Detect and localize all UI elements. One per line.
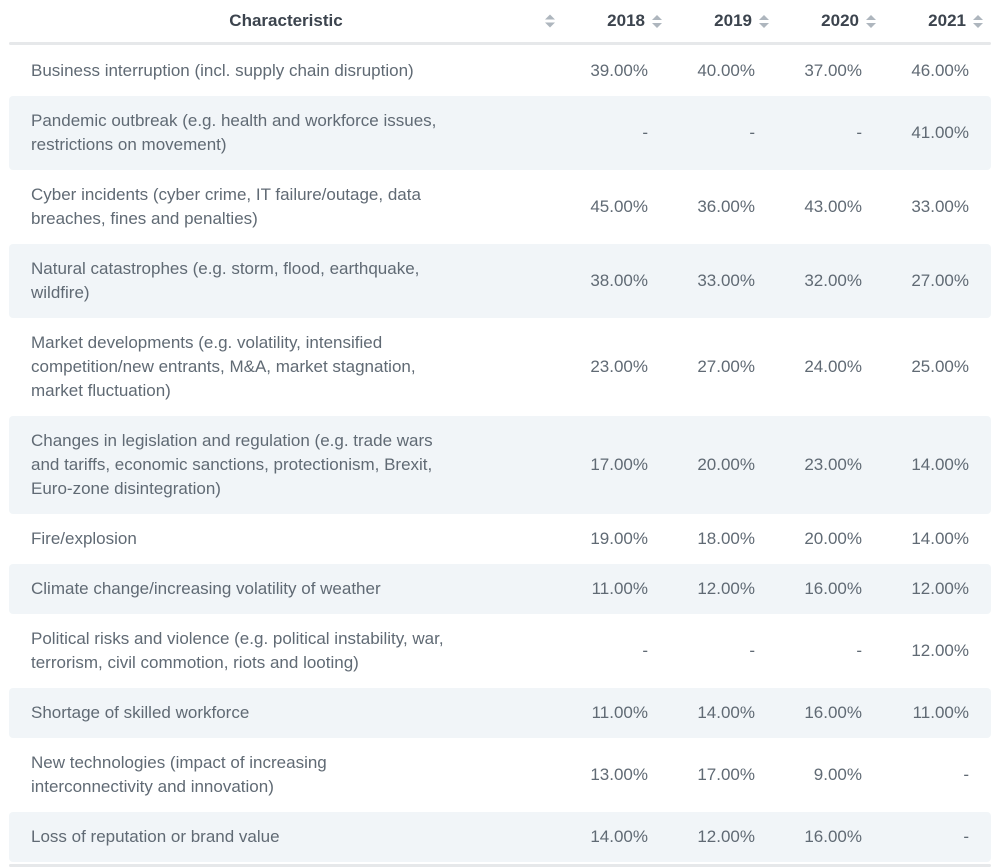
table-row: Changes in legislation and regulation (e… [9,416,991,514]
table-row: Pandemic outbreak (e.g. health and workf… [9,96,991,170]
characteristic-cell: Fire/explosion [31,529,137,548]
value-cell-2021: - [963,765,969,784]
value-cell-2018: 11.00% [591,703,648,722]
value-cell-2019: 40.00% [697,61,755,80]
characteristic-cell: Market developments (e.g. volatility, in… [31,333,416,400]
value-cell-2021: 14.00% [911,529,969,548]
table-row: Climate change/increasing volatility of … [9,564,991,614]
header-divider [9,42,991,45]
characteristic-cell: Pandemic outbreak (e.g. health and workf… [31,111,437,154]
value-cell-2021: 25.00% [911,357,969,376]
value-cell-2019: - [749,123,755,142]
characteristic-cell: Natural catastrophes (e.g. storm, flood,… [31,259,420,302]
value-cell-2018: 14.00% [590,827,648,846]
value-cell-2020: 20.00% [804,529,862,548]
table-row: Market developments (e.g. volatility, in… [9,318,991,416]
value-cell-2018: 45.00% [590,197,648,216]
sort-icon[interactable] [866,14,876,28]
value-cell-2020: 24.00% [804,357,862,376]
value-cell-2020: - [856,641,862,660]
characteristic-cell: Loss of reputation or brand value [31,827,280,846]
column-header-label: 2018 [607,11,645,30]
value-cell-2020: 16.00% [804,703,862,722]
value-cell-2019: 14.00% [697,703,755,722]
value-cell-2020: 16.00% [804,579,862,598]
value-cell-2018: - [642,123,648,142]
characteristic-cell: Changes in legislation and regulation (e… [31,431,433,498]
table-row: Natural catastrophes (e.g. storm, flood,… [9,244,991,318]
value-cell-2019: 12.00% [697,827,755,846]
value-cell-2021: - [963,827,969,846]
table-row: Political risks and violence (e.g. polit… [9,614,991,688]
value-cell-2018: 11.00% [591,579,648,598]
sort-icon[interactable] [759,14,769,28]
value-cell-2019: 33.00% [697,271,755,290]
value-cell-2019: 18.00% [697,529,755,548]
characteristic-cell: Political risks and violence (e.g. polit… [31,629,444,672]
value-cell-2021: 33.00% [911,197,969,216]
table-header-row: Characteristic 2018 2019 2020 2021 [9,0,991,42]
value-cell-2020: 9.00% [813,765,862,784]
characteristic-cell: Business interruption (incl. supply chai… [31,61,414,80]
value-cell-2021: 12.00% [911,641,969,660]
value-cell-2018: 23.00% [590,357,648,376]
value-cell-2020: 32.00% [804,271,862,290]
value-cell-2018: 19.00% [590,529,648,548]
value-cell-2019: 17.00% [697,765,755,784]
column-header-2020[interactable]: 2020 [777,11,884,31]
value-cell-2018: 38.00% [590,271,648,290]
value-cell-2021: 46.00% [911,61,969,80]
bottom-divider [9,864,991,867]
value-cell-2020: 16.00% [804,827,862,846]
characteristic-cell: Shortage of skilled workforce [31,703,250,722]
value-cell-2019: 20.00% [697,455,755,474]
column-header-2021[interactable]: 2021 [884,11,991,31]
value-cell-2019: - [749,641,755,660]
value-cell-2021: 14.00% [911,455,969,474]
column-header-label: 2020 [821,11,859,30]
value-cell-2019: 36.00% [697,197,755,216]
column-header-label: Characteristic [229,11,343,30]
table-row: Loss of reputation or brand value 14.00%… [9,812,991,862]
value-cell-2020: - [856,123,862,142]
value-cell-2019: 27.00% [697,357,755,376]
value-cell-2021: 11.00% [912,703,969,722]
table-row: Business interruption (incl. supply chai… [9,46,991,96]
value-cell-2021: 27.00% [911,271,969,290]
table-row: Cyber incidents (cyber crime, IT failure… [9,170,991,244]
sort-icon[interactable] [545,14,555,28]
table-body: Business interruption (incl. supply chai… [9,46,991,862]
value-cell-2018: 17.00% [590,455,648,474]
value-cell-2019: 12.00% [697,579,755,598]
table-row: Shortage of skilled workforce 11.00% 14.… [9,688,991,738]
value-cell-2021: 41.00% [911,123,969,142]
sort-icon[interactable] [652,14,662,28]
value-cell-2020: 37.00% [804,61,862,80]
characteristic-cell: New technologies (impact of increasing i… [31,753,327,796]
value-cell-2020: 43.00% [804,197,862,216]
column-header-characteristic[interactable]: Characteristic [9,11,563,31]
value-cell-2018: - [642,641,648,660]
column-header-label: 2021 [928,11,966,30]
characteristic-cell: Cyber incidents (cyber crime, IT failure… [31,185,421,228]
column-header-label: 2019 [714,11,752,30]
value-cell-2018: 13.00% [590,765,648,784]
value-cell-2018: 39.00% [590,61,648,80]
value-cell-2020: 23.00% [804,455,862,474]
column-header-2019[interactable]: 2019 [670,11,777,31]
value-cell-2021: 12.00% [911,579,969,598]
column-header-2018[interactable]: 2018 [563,11,670,31]
table-row: Fire/explosion 19.00% 18.00% 20.00% 14.0… [9,514,991,564]
characteristic-cell: Climate change/increasing volatility of … [31,579,381,598]
table-row: New technologies (impact of increasing i… [9,738,991,812]
sort-icon[interactable] [973,14,983,28]
